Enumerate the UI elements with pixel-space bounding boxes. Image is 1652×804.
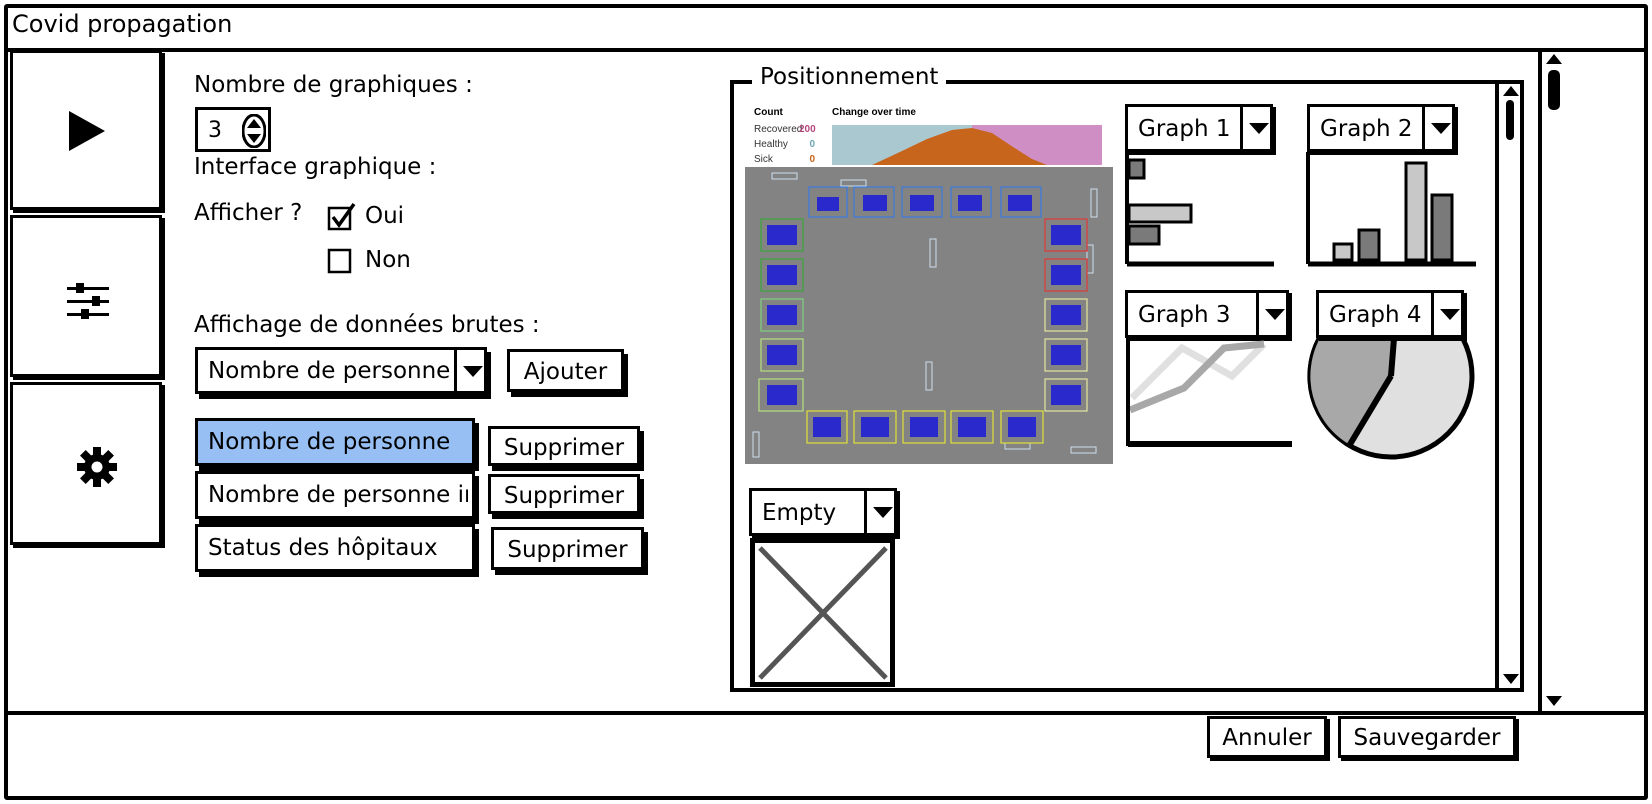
scroll-up-icon[interactable] (1503, 86, 1519, 96)
graph-3-select[interactable]: Graph 3 (1125, 290, 1289, 338)
graph-3-dropdown[interactable] (1256, 293, 1289, 335)
raw-item-3[interactable]: Status des hôpitaux (195, 524, 475, 572)
scroll-down-icon[interactable] (1503, 674, 1519, 684)
outer-scroll-thumb[interactable] (1548, 70, 1560, 110)
stat-label: Healthy (754, 139, 788, 150)
stat-value: 0 (809, 139, 815, 150)
empty-slot-dropdown[interactable] (864, 491, 897, 533)
graph-count-value: 3 (208, 118, 222, 143)
graph-4-dropdown[interactable] (1431, 293, 1464, 335)
graph-count-label: Nombre de graphiques : (194, 72, 473, 98)
positioning-title: Positionnement (752, 64, 947, 90)
graph-4-select[interactable]: Graph 4 (1316, 290, 1464, 338)
count-title: Count (754, 107, 783, 118)
chevron-down-icon (1265, 309, 1285, 320)
graph-1-label: Graph 1 (1138, 116, 1231, 142)
stat-value: 200 (799, 124, 816, 135)
scroll-down-icon[interactable] (1546, 696, 1562, 706)
sidebar-item-play[interactable] (10, 50, 162, 210)
chevron-down-icon (1249, 123, 1269, 134)
outer-scrollbar[interactable] (1538, 50, 1564, 712)
image-placeholder-icon (750, 538, 895, 687)
chevron-down-icon (873, 507, 893, 518)
show-no-label: Non (365, 247, 411, 273)
simulation-map (745, 167, 1113, 464)
raw-item-label: Status des hôpitaux (208, 535, 438, 561)
graph-2-dropdown[interactable] (1422, 107, 1455, 149)
show-yes-checkbox[interactable] (327, 202, 357, 232)
positioning-group (730, 80, 1524, 692)
raw-data-dropdown[interactable] (454, 350, 487, 391)
inner-scroll-thumb[interactable] (1506, 100, 1514, 140)
sidebar-item-sliders[interactable] (10, 215, 162, 377)
graph-2-select[interactable]: Graph 2 (1307, 104, 1455, 152)
raw-data-label: Affichage de données brutes : (194, 312, 540, 338)
ui-label: Interface graphique : (194, 154, 437, 180)
graph-count-stepper[interactable]: 3 (195, 107, 271, 152)
raw-data-select-value: Nombre de personne (208, 358, 450, 384)
inner-scrollbar[interactable] (1495, 84, 1519, 688)
raw-item-label: Nombre de personne (208, 429, 451, 455)
add-button[interactable]: Ajouter (507, 349, 624, 392)
stat-label: Recovered (754, 124, 803, 135)
raw-item-label: Nombre de personne int (208, 482, 468, 508)
delete-button-1[interactable]: Supprimer (488, 426, 640, 466)
stepper-arrows-icon[interactable] (242, 114, 266, 148)
graph-3-line-chart (1126, 338, 1292, 447)
window-title: Covid propagation (12, 10, 233, 38)
sidebar-item-settings[interactable] (10, 382, 162, 545)
title-bar (4, 4, 1648, 52)
raw-item-2[interactable]: Nombre de personne int (195, 471, 475, 519)
raw-item-1[interactable]: Nombre de personne (195, 418, 475, 466)
cancel-button[interactable]: Annuler (1207, 716, 1327, 758)
play-icon (69, 111, 105, 151)
empty-slot-label: Empty (762, 500, 837, 526)
delete-button-3[interactable]: Supprimer (491, 527, 644, 570)
chevron-down-icon (463, 366, 483, 377)
footer-divider (4, 711, 1648, 715)
show-yes-label: Oui (365, 203, 405, 229)
show-label: Afficher ? (194, 200, 303, 226)
show-no-checkbox[interactable] (327, 247, 353, 275)
raw-data-select[interactable]: Nombre de personne (195, 347, 487, 394)
delete-button-2[interactable]: Supprimer (488, 474, 640, 514)
graph-2-label: Graph 2 (1320, 116, 1413, 142)
graph-2-bar-chart (1306, 152, 1476, 267)
chevron-down-icon (1431, 123, 1451, 134)
empty-slot-select[interactable]: Empty (749, 488, 897, 536)
change-over-time-area (832, 125, 1102, 165)
graph-4-label: Graph 4 (1329, 302, 1422, 328)
change-title: Change over time (832, 107, 916, 118)
save-button[interactable]: Sauvegarder (1338, 716, 1516, 758)
app-window (4, 4, 1648, 800)
stat-label: Sick (754, 154, 773, 165)
sliders-icon (67, 283, 109, 319)
chevron-down-icon (1440, 309, 1460, 320)
scroll-up-icon[interactable] (1546, 54, 1562, 64)
gear-icon (77, 447, 117, 487)
graph-1-dropdown[interactable] (1240, 107, 1273, 149)
graph-1-bar-chart (1125, 152, 1274, 267)
graph-1-select[interactable]: Graph 1 (1125, 104, 1273, 152)
stat-value: 0 (809, 154, 815, 165)
graph-3-label: Graph 3 (1138, 302, 1231, 328)
simulation-preview: Count Recovered 200 Healthy 0 Sick 0 Cha… (745, 98, 1113, 464)
